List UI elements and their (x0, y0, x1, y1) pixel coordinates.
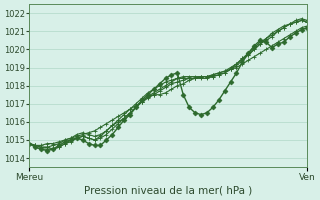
X-axis label: Pression niveau de la mer( hPa ): Pression niveau de la mer( hPa ) (84, 186, 252, 196)
